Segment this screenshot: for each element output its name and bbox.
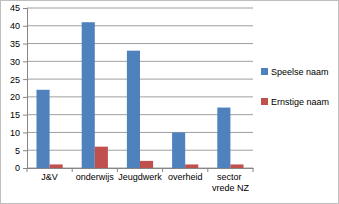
y-tick-mark <box>23 132 27 133</box>
x-tick-marks <box>27 168 253 172</box>
bar <box>185 164 198 168</box>
x-axis: J&V onderwijsJeugdwerk overheid sector vred… <box>28 168 254 193</box>
y-tick-label: 45 <box>10 3 20 13</box>
x-tick-mark <box>162 168 163 172</box>
bar <box>36 90 49 168</box>
grid <box>27 8 253 168</box>
x-axis-line <box>28 168 254 169</box>
bars <box>36 22 243 168</box>
y-tick-label: 0 <box>15 163 20 173</box>
y-tick: 15 <box>10 110 27 120</box>
x-tick-mark <box>207 168 208 172</box>
x-tick-label: J&V <box>41 172 58 182</box>
legend-label: Speelse naam <box>271 67 329 77</box>
bar <box>50 164 63 168</box>
y-tick-label: 40 <box>10 21 20 31</box>
x-tick-label: onderwijs <box>76 172 115 182</box>
x-tick: sector vrede NZ <box>212 168 250 193</box>
y-tick-mark <box>23 150 27 151</box>
x-tick-mark <box>117 168 118 172</box>
y-tick: 25 <box>10 74 27 84</box>
bar <box>95 147 108 168</box>
y-tick-label: 25 <box>10 74 20 84</box>
grid-line <box>27 43 253 44</box>
y-tick-mark <box>23 168 27 169</box>
bar <box>82 22 95 168</box>
y-tick: 40 <box>10 21 27 31</box>
legend: Speelse naam Ernstige naam <box>261 67 329 107</box>
grid-line <box>27 25 253 26</box>
y-tick: 45 <box>10 3 27 13</box>
y-tick-mark <box>23 26 27 27</box>
bar <box>172 132 185 168</box>
x-tick-mark <box>72 168 73 172</box>
bar <box>230 164 243 168</box>
y-tick: 5 <box>15 146 27 156</box>
x-tick-label: sector vrede NZ <box>212 172 250 192</box>
y-tick-mark <box>23 44 27 45</box>
y-tick-label: 15 <box>10 110 20 120</box>
legend-label: Ernstige naam <box>271 97 329 107</box>
y-tick-label: 5 <box>15 146 20 156</box>
y-tick-mark <box>23 61 27 62</box>
y-tick-mark <box>23 115 27 116</box>
y-tick: 30 <box>10 57 27 67</box>
bar <box>217 108 230 168</box>
y-tick: 20 <box>10 92 27 102</box>
legend-swatch <box>261 98 268 105</box>
y-tick-mark <box>23 97 27 98</box>
chart: 0 5 10 15 20 25 30 35 40 45 J&V onderwijsJeugdwerk o… <box>0 0 339 204</box>
legend-entry: Speelse naam <box>261 67 329 77</box>
bar <box>127 51 140 168</box>
y-tick: 10 <box>10 128 27 138</box>
grid-line <box>27 8 253 9</box>
bar <box>140 161 153 168</box>
x-tick-mark <box>253 168 254 172</box>
x-tick: onderwijs <box>76 168 115 182</box>
plot: 0 5 10 15 20 25 30 35 40 45 J&V onderwijsJeugdwerk o… <box>10 3 254 192</box>
chart-border <box>1 1 339 204</box>
legend-entry: Ernstige naam <box>261 97 329 107</box>
x-tick-label: overheid <box>168 172 203 182</box>
legend-swatch <box>261 68 268 75</box>
y-tick-mark <box>23 79 27 80</box>
x-tick: Jeugdwerk <box>118 168 162 182</box>
y-tick-label: 30 <box>10 57 20 67</box>
x-tick: J&V <box>41 168 58 182</box>
y-axis-line <box>23 9 28 169</box>
y-tick-label: 10 <box>10 128 20 138</box>
y-tick-label: 35 <box>10 39 20 49</box>
x-tick-mark <box>27 168 28 172</box>
y-axis: 0 5 10 15 20 25 30 35 40 45 <box>10 3 28 173</box>
y-tick: 35 <box>10 39 27 49</box>
y-tick: 0 <box>15 163 27 173</box>
y-tick-label: 20 <box>10 92 20 102</box>
y-tick-mark <box>23 8 27 9</box>
x-tick-label: Jeugdwerk <box>118 172 162 182</box>
x-tick: overheid <box>168 168 203 182</box>
